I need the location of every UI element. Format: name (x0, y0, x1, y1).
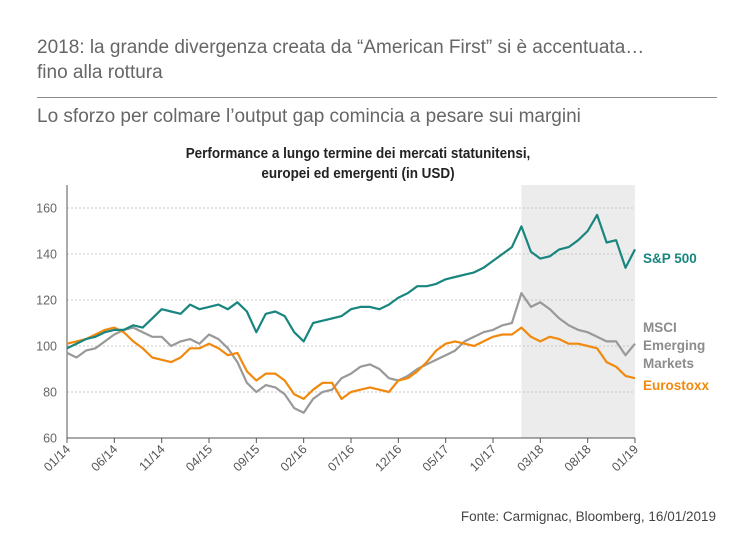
x-tick-label: 01/14 (41, 442, 73, 474)
x-tick-label: 09/15 (230, 442, 262, 474)
x-tick-label: 04/15 (183, 442, 215, 474)
y-tick-label: 160 (36, 202, 57, 216)
x-tick-label: 12/16 (372, 442, 404, 474)
y-axis: 60 80 100 120 140 160 (36, 185, 68, 446)
series-line-msci (66, 292, 636, 414)
series-lines (66, 213, 636, 414)
legend-eurostoxx: Eurostoxx (643, 378, 710, 393)
x-tick-label: 11/14 (136, 442, 167, 473)
legend-msci-line-2: Emerging (643, 338, 705, 353)
page-title: 2018: la grande divergenza creata da “Am… (37, 35, 727, 85)
y-tick-label: 80 (43, 386, 57, 400)
x-tick-label: 10/17 (467, 442, 499, 474)
y-tick-label: 140 (36, 248, 57, 262)
x-tick-label: 08/18 (562, 442, 594, 474)
shaded-period-2018 (521, 185, 635, 438)
header-divider (37, 97, 717, 98)
page-title-line-2: fino alla rottura (37, 62, 163, 83)
chart-title-line-2: europei ed emergenti (in USD) (261, 165, 455, 182)
series-line-sp500 (66, 213, 636, 350)
y-tick-label: 100 (36, 340, 57, 354)
x-tick-label: 03/18 (514, 442, 546, 474)
y-tick-label: 120 (36, 294, 57, 308)
legend: S&P 500 MSCI Emerging Markets Eurostoxx (643, 251, 710, 393)
page-title-line-1: 2018: la grande divergenza creata da “Am… (37, 37, 645, 58)
chart-title-line-1: Performance a lungo termine dei mercati … (186, 145, 531, 162)
x-tick-label: 02/16 (278, 442, 310, 474)
x-axis: 01/14 06/14 11/14 04/15 09/15 02/16 07/16 12/16… (41, 437, 641, 474)
x-tick-label: 01/19 (609, 442, 641, 474)
source-note: Fonte: Carmignac, Bloomberg, 16/01/2019 (460, 509, 716, 524)
x-tick-label: 06/14 (88, 442, 120, 474)
legend-msci-line-1: MSCI (643, 320, 677, 335)
legend-sp500: S&P 500 (643, 251, 697, 266)
legend-msci-line-3: Markets (643, 356, 694, 371)
x-tick-label: 07/16 (325, 442, 357, 474)
y-tick-label: 60 (43, 432, 57, 446)
page-subtitle: Lo sforzo per colmare l’output gap comin… (37, 106, 581, 127)
x-tick-label: 05/17 (420, 442, 452, 474)
series-line-eurostoxx (66, 326, 636, 400)
